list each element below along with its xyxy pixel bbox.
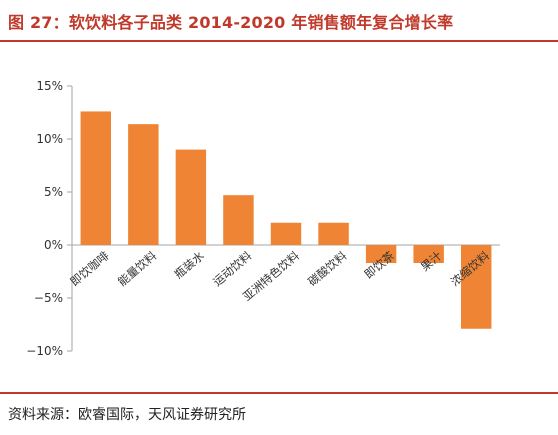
bar-9 bbox=[461, 245, 492, 329]
chart-title: 图 27：软饮料各子品类 2014-2020 年销售额年复合增长率 bbox=[8, 13, 454, 32]
y-tick-label: −10% bbox=[26, 344, 63, 358]
y-tick-label: 0% bbox=[44, 238, 63, 252]
category-label: 能量饮料 bbox=[115, 248, 160, 289]
bar-8 bbox=[413, 245, 444, 264]
bar-1 bbox=[80, 111, 111, 245]
title-bar: 图 27：软饮料各子品类 2014-2020 年销售额年复合增长率 bbox=[0, 0, 558, 44]
source-divider bbox=[0, 392, 558, 394]
title-divider bbox=[0, 40, 558, 42]
bar-6 bbox=[318, 222, 349, 245]
chart-area: −10% −5% 0% 5% 10% 15% 即饮咖啡 能量饮料 瓶装水 运动饮料 亚洲特色饮料 碳酸… bbox=[0, 44, 558, 390]
bar-7 bbox=[365, 245, 397, 264]
y-tick-label: 5% bbox=[44, 185, 63, 199]
y-tick-label: 10% bbox=[36, 132, 63, 146]
category-label: 即饮咖啡 bbox=[67, 248, 112, 289]
bar-4 bbox=[223, 195, 254, 245]
category-label: 运动饮料 bbox=[210, 248, 255, 289]
y-tick-label: −5% bbox=[34, 291, 63, 305]
source-note: 资料来源：欧睿国际，天风证券研究所 bbox=[8, 407, 246, 423]
bar-2 bbox=[128, 124, 159, 245]
category-label: 瓶装水 bbox=[171, 248, 207, 281]
category-label: 碳酸饮料 bbox=[305, 248, 350, 289]
bar-3 bbox=[175, 149, 207, 245]
bar-5 bbox=[270, 222, 302, 245]
y-tick-label: 15% bbox=[36, 79, 63, 93]
